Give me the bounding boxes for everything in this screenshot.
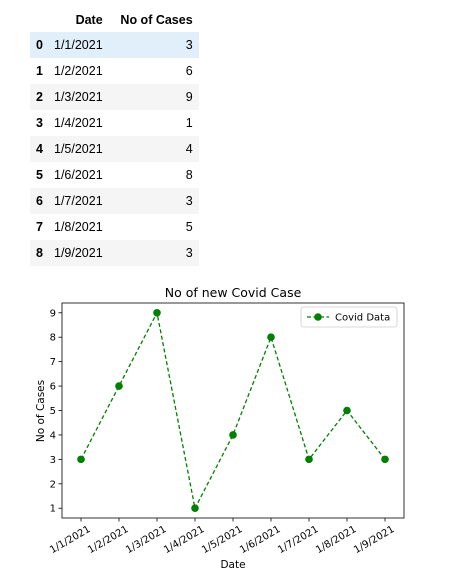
row-index: 1 (36, 64, 43, 78)
row-index: 4 (36, 142, 43, 156)
chart-legend: Covid Data (300, 306, 398, 328)
date-cell: 1/5/2021 (54, 142, 103, 156)
series-line (80, 310, 386, 511)
data-point (305, 455, 313, 464)
row-index: 0 (36, 38, 43, 52)
x-tick-label: 1/5/2021 (200, 524, 244, 556)
table-header-row: Date No of Cases (30, 8, 199, 32)
y-tick-label: 8 (50, 333, 56, 344)
date-cell: 1/8/2021 (54, 220, 103, 234)
y-tick-label: 9 (50, 308, 56, 319)
date-cell: 1/2/2021 (54, 64, 103, 78)
y-tick-label: 6 (50, 382, 56, 393)
data-point (115, 382, 123, 390)
table-row[interactable]: 2 1/3/2021 9 (30, 84, 199, 110)
cases-cell: 6 (185, 64, 193, 78)
date-cell: 1/7/2021 (54, 194, 103, 208)
cases-cell: 1 (185, 116, 193, 130)
x-tick-label: 1/8/2021 (314, 524, 358, 556)
table-row[interactable]: 7 1/8/2021 5 (30, 214, 199, 240)
row-index: 7 (36, 220, 43, 234)
x-axis: 1/1/20211/2/20211/3/20211/4/20211/5/2021… (48, 518, 397, 556)
table-row[interactable]: 4 1/5/2021 4 (30, 136, 199, 162)
y-tick-label: 2 (50, 479, 56, 490)
dataframe-table: Date No of Cases 0 1/1/2021 3 1 1/2/2021… (30, 8, 199, 266)
plot-area (61, 302, 405, 519)
x-tick-label: 1/3/2021 (124, 524, 168, 556)
data-point (343, 406, 351, 415)
data-point (229, 431, 237, 439)
cases-cell: 8 (185, 168, 193, 182)
data-point (77, 455, 85, 464)
cases-cell: 9 (185, 90, 193, 104)
row-index: 3 (36, 116, 43, 130)
y-tick-label: 4 (50, 430, 56, 441)
legend-box (300, 306, 398, 328)
table-row[interactable]: 8 1/9/2021 3 (30, 240, 199, 266)
date-cell: 1/9/2021 (54, 246, 103, 260)
x-tick-label: 1/9/2021 (352, 524, 396, 556)
table-row[interactable]: 0 1/1/2021 3 (30, 32, 199, 58)
table-row[interactable]: 6 1/7/2021 3 (30, 188, 199, 214)
table-row[interactable]: 5 1/6/2021 8 (30, 162, 199, 188)
cases-cell: 5 (185, 220, 193, 234)
x-tick-label: 1/7/2021 (276, 524, 320, 556)
y-tick-label: 1 (50, 504, 56, 515)
series-layer (77, 308, 389, 513)
legend-label: Covid Data (335, 313, 390, 324)
data-point (267, 333, 275, 342)
y-tick-label: 7 (50, 357, 56, 368)
y-tick-label: 3 (50, 455, 56, 466)
cases-cell: 4 (185, 142, 193, 156)
data-point (153, 308, 161, 317)
y-axis: 1 2 3 4 5 6 7 8 9 (50, 308, 62, 515)
dataframe-container: Date No of Cases 0 1/1/2021 3 1 1/2/2021… (30, 8, 199, 266)
x-tick-label: 1/6/2021 (238, 524, 282, 556)
cases-cell: 3 (185, 38, 193, 52)
cases-cell: 3 (185, 194, 193, 208)
table-row[interactable]: 3 1/4/2021 1 (30, 110, 199, 136)
x-tick-label: 1/4/2021 (162, 524, 206, 556)
legend-marker (314, 313, 322, 321)
row-index: 6 (36, 194, 43, 208)
data-point (191, 504, 199, 513)
y-axis-label: No of Cases (35, 380, 47, 442)
index-header (30, 8, 50, 32)
x-tick-label: 1/1/2021 (48, 524, 92, 556)
data-point (381, 455, 389, 464)
chart-title: No of new Covid Case (165, 285, 302, 300)
table-row[interactable]: 1 1/2/2021 6 (30, 58, 199, 84)
date-cell: 1/4/2021 (54, 116, 103, 130)
date-cell: 1/6/2021 (54, 168, 103, 182)
cases-cell: 3 (185, 246, 193, 260)
x-axis-label: Date (220, 559, 245, 571)
row-index: 5 (36, 168, 43, 182)
column-header-date: Date (75, 13, 103, 27)
x-tick-label: 1/2/2021 (86, 524, 130, 556)
column-header-cases: No of Cases (120, 13, 193, 27)
row-index: 2 (36, 90, 43, 104)
date-cell: 1/1/2021 (54, 38, 103, 52)
y-tick-label: 5 (50, 406, 56, 417)
date-cell: 1/3/2021 (54, 90, 103, 104)
row-index: 8 (36, 246, 43, 260)
